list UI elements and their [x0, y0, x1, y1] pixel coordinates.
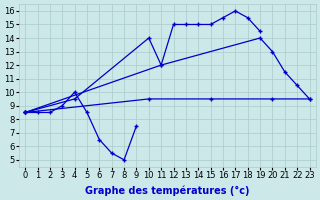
X-axis label: Graphe des températures (°c): Graphe des températures (°c)	[85, 185, 250, 196]
